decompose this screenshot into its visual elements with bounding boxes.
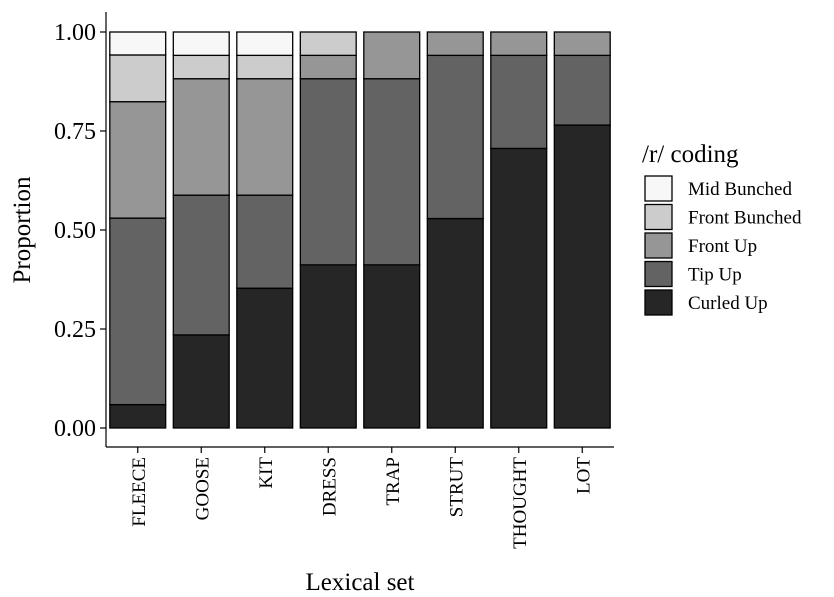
y-tick-label: 0.00 — [54, 416, 96, 442]
legend-key-curled-up — [644, 289, 673, 316]
bar-segment-tip-up-fleece — [109, 217, 167, 406]
legend-key-front-up — [644, 232, 673, 259]
x-tick-label-lot: LOT — [573, 457, 594, 494]
bar-segment-front-up-fleece — [109, 101, 167, 219]
bar-segment-curled-up-kit — [236, 287, 294, 429]
bar-segment-front-up-thought — [490, 31, 548, 57]
bar-segment-tip-up-strut — [426, 54, 484, 220]
bar-segment-tip-up-lot — [553, 54, 611, 126]
x-axis-ticks: FLEECE GOOSE KIT DRESS TRAP STRUT THOUGHT LOT — [129, 447, 594, 549]
bar-segment-front-bunched-goose — [172, 54, 230, 80]
bar-segment-front-up-dress — [299, 54, 357, 80]
x-tick-label-goose: GOOSE — [192, 457, 213, 520]
bar-segment-curled-up-strut — [426, 217, 484, 429]
x-axis-title: Lexical set — [306, 569, 415, 596]
bar-segment-curled-up-fleece — [109, 403, 167, 429]
bar-segment-front-up-lot — [553, 31, 611, 57]
y-tick-label: 0.50 — [54, 218, 96, 244]
bar-segment-front-bunched-kit — [236, 54, 294, 80]
legend-key-front-bunched — [644, 203, 673, 231]
y-axis-title: Proportion — [9, 176, 36, 283]
bar-segment-front-up-strut — [426, 31, 484, 57]
bar-segment-front-up-trap — [363, 31, 421, 80]
bar-segment-curled-up-dress — [299, 264, 357, 429]
legend: /r/ coding Mid Bunched Front Bunched Front… — [642, 141, 802, 316]
x-tick-label-kit: KIT — [256, 457, 277, 489]
bar-segment-tip-up-goose — [172, 194, 230, 336]
legend-key-tip-up — [644, 260, 673, 288]
legend-label-front-up: Front Up — [688, 236, 757, 257]
bar-segment-tip-up-thought — [490, 54, 548, 150]
bars — [109, 31, 611, 429]
y-tick-label: 1.00 — [54, 20, 96, 46]
bar-segment-curled-up-thought — [490, 147, 548, 429]
bar-segment-tip-up-trap — [363, 78, 421, 266]
legend-key-mid-bunched — [644, 175, 673, 202]
y-axis-ticks: 0.00 0.25 0.50 0.75 1.00 — [54, 20, 106, 442]
y-tick-label: 0.25 — [54, 317, 96, 343]
bar-segment-mid-bunched-kit — [236, 31, 294, 57]
legend-label-front-bunched: Front Bunched — [688, 208, 802, 229]
x-tick-label-trap: TRAP — [383, 457, 404, 506]
legend-label-tip-up: Tip Up — [688, 265, 742, 286]
bar-segment-front-up-kit — [236, 78, 294, 196]
x-tick-label-strut: STRUT — [446, 457, 467, 518]
bar-segment-mid-bunched-fleece — [109, 31, 167, 56]
legend-label-mid-bunched: Mid Bunched — [688, 179, 792, 200]
bar-segment-mid-bunched-goose — [172, 31, 230, 57]
bar-segment-tip-up-dress — [299, 78, 357, 266]
bar-segment-curled-up-goose — [172, 334, 230, 429]
x-tick-label-fleece: FLEECE — [129, 457, 150, 527]
x-tick-label-thought: THOUGHT — [510, 457, 531, 549]
legend-title: /r/ coding — [642, 141, 739, 168]
bar-segment-front-up-goose — [172, 78, 230, 196]
y-tick-label: 0.75 — [54, 119, 96, 145]
bar-segment-front-bunched-fleece — [109, 54, 167, 103]
bar-segment-curled-up-lot — [553, 124, 611, 429]
bar-segment-tip-up-kit — [236, 194, 294, 289]
legend-label-curled-up: Curled Up — [688, 293, 768, 314]
x-tick-label-dress: DRESS — [319, 457, 340, 516]
bar-segment-front-bunched-dress — [299, 31, 357, 57]
bar-segment-curled-up-trap — [363, 264, 421, 429]
